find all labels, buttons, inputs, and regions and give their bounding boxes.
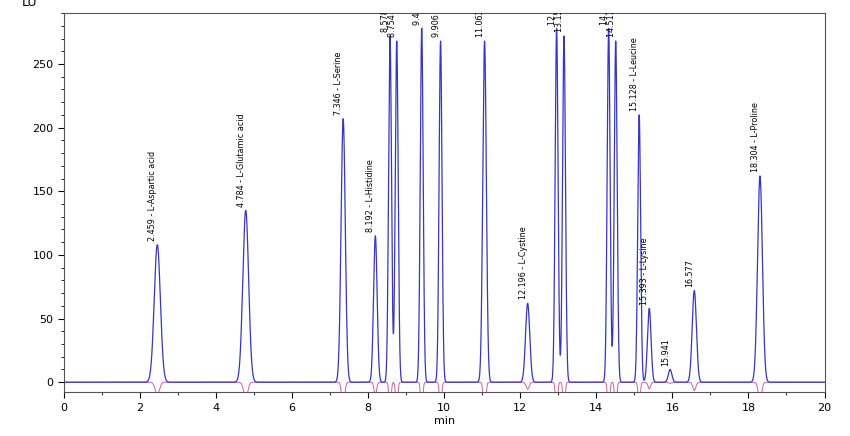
Text: 4.784 - L-Glutamic acid: 4.784 - L-Glutamic acid	[236, 113, 246, 207]
Text: 14.511 - L-Isoleucine: 14.511 - L-Isoleucine	[607, 0, 615, 37]
Text: 13.152 - L-Methionine: 13.152 - L-Methionine	[555, 0, 564, 32]
Text: 15.941: 15.941	[661, 338, 670, 366]
Text: 7.346 - L-Serine: 7.346 - L-Serine	[334, 51, 343, 115]
Text: 2.459 - L-Aspartic acid: 2.459 - L-Aspartic acid	[148, 151, 157, 241]
Text: 9.411 - L-Arginine: 9.411 - L-Arginine	[413, 0, 422, 24]
Text: 12.196 - L-Cystine: 12.196 - L-Cystine	[518, 227, 528, 300]
Text: 14.325 - L-Phenylalanine: 14.325 - L-Phenylalanine	[599, 0, 609, 24]
Text: 16.577: 16.577	[685, 259, 694, 287]
Text: 15.393 - L-Lysine: 15.393 - L-Lysine	[640, 237, 649, 305]
Text: 12.957 - L-Valine: 12.957 - L-Valine	[547, 0, 557, 24]
Text: 8.754 - L-Threonine: 8.754 - L-Threonine	[388, 0, 397, 37]
Text: 9.906 - L-Alanine: 9.906 - L-Alanine	[432, 0, 440, 37]
Text: 11.063 - L-Tyrosine: 11.063 - L-Tyrosine	[475, 0, 484, 37]
Text: 8.192 - L-Histidine: 8.192 - L-Histidine	[366, 159, 376, 232]
X-axis label: min: min	[434, 416, 455, 426]
Text: LU: LU	[22, 0, 37, 9]
Text: 15.128 - L-Leucine: 15.128 - L-Leucine	[630, 37, 639, 111]
Text: 18.304 - L-Proline: 18.304 - L-Proline	[751, 102, 760, 172]
Text: 8.578 - Glycine: 8.578 - Glycine	[381, 0, 390, 32]
